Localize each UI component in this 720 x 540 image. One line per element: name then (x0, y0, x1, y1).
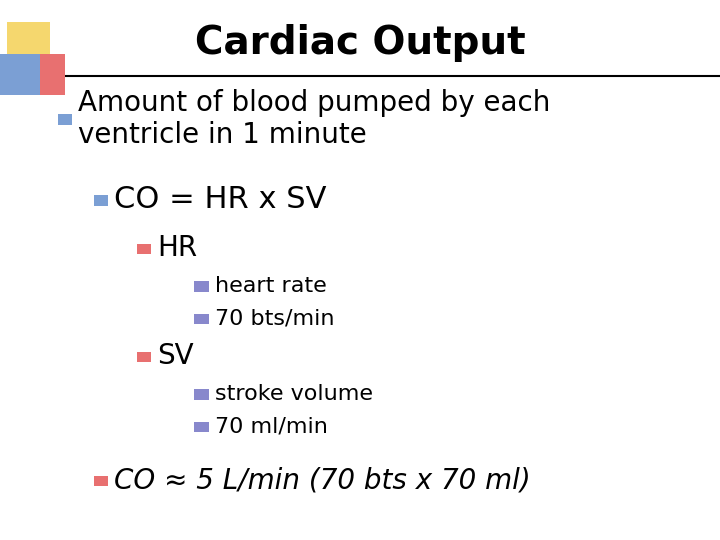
Text: stroke volume: stroke volume (215, 384, 373, 404)
FancyBboxPatch shape (0, 54, 40, 94)
FancyBboxPatch shape (194, 422, 209, 433)
Text: 70 bts/min: 70 bts/min (215, 308, 335, 329)
Text: Cardiac Output: Cardiac Output (194, 24, 526, 62)
FancyBboxPatch shape (194, 389, 209, 400)
FancyBboxPatch shape (137, 244, 151, 254)
FancyBboxPatch shape (194, 314, 209, 325)
FancyBboxPatch shape (25, 54, 65, 94)
FancyBboxPatch shape (94, 195, 108, 206)
Text: 70 ml/min: 70 ml/min (215, 416, 328, 437)
FancyBboxPatch shape (94, 476, 108, 487)
Text: HR: HR (158, 234, 198, 262)
Text: CO = HR x SV: CO = HR x SV (114, 185, 327, 214)
FancyBboxPatch shape (137, 352, 151, 362)
FancyBboxPatch shape (7, 22, 50, 65)
Text: Amount of blood pumped by each
ventricle in 1 minute: Amount of blood pumped by each ventricle… (78, 89, 551, 149)
FancyBboxPatch shape (58, 114, 72, 125)
FancyBboxPatch shape (194, 281, 209, 292)
Text: SV: SV (158, 342, 194, 370)
Text: heart rate: heart rate (215, 276, 327, 296)
Text: CO ≈ 5 L/min (70 bts x 70 ml): CO ≈ 5 L/min (70 bts x 70 ml) (114, 467, 531, 495)
